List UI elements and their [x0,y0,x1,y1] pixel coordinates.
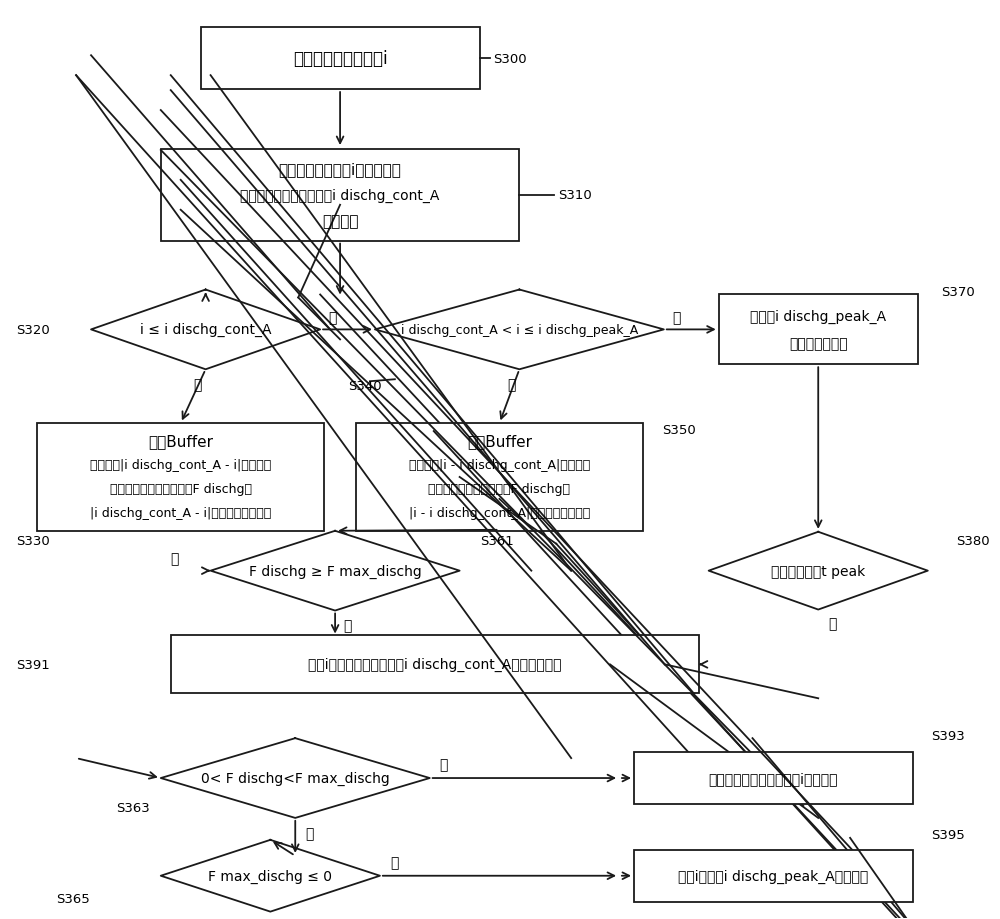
Text: 电流i被限制到小于或等于i dischg_cont_A的值进行放电: 电流i被限制到小于或等于i dischg_cont_A的值进行放电 [308,658,561,672]
Text: 是: 是 [507,378,516,391]
Text: 至少根据|i - i dischg_cont_A|的大小进: 至少根据|i - i dischg_cont_A|的大小进 [409,459,590,472]
Text: 否: 否 [328,312,337,325]
Text: 进行比较: 进行比较 [322,214,358,229]
Text: S300: S300 [493,52,527,65]
Polygon shape [375,290,664,369]
Text: 是: 是 [828,617,837,630]
Bar [356,424,643,531]
Bar [161,150,519,242]
Text: 计时是否大于t peak: 计时是否大于t peak [771,564,865,578]
Text: S361: S361 [481,535,514,548]
Bar [201,28,480,90]
Text: 0< F dischg<F max_dischg: 0< F dischg<F max_dischg [201,771,390,785]
Text: F max_dischg ≤ 0: F max_dischg ≤ 0 [208,868,332,883]
Text: 电流i允许以i dischg_peak_A进行放电: 电流i允许以i dischg_peak_A进行放电 [678,868,869,883]
Text: 否: 否 [171,552,179,566]
Text: S370: S370 [941,286,975,299]
Polygon shape [709,532,928,610]
Polygon shape [91,290,320,369]
Text: i dischg_cont_A < i ≤ i dischg_peak_A: i dischg_cont_A < i ≤ i dischg_peak_A [401,323,638,336]
Text: 将实际放电电流值i与允许电池: 将实际放电电流值i与允许电池 [279,162,402,176]
Text: |i dischg_cont_A - i|越大累减速度越快: |i dischg_cont_A - i|越大累减速度越快 [90,506,271,520]
Text: S350: S350 [662,423,696,437]
Text: S363: S363 [116,801,150,814]
Text: 否: 否 [672,312,680,325]
Text: F dischg ≥ F max_dischg: F dischg ≥ F max_dischg [249,564,421,578]
Text: 至少根据|i dischg_cont_A - i|的大小进: 至少根据|i dischg_cont_A - i|的大小进 [90,459,271,472]
Text: 长时间放电的最大电流值i dischg_cont_A: 长时间放电的最大电流值i dischg_cont_A [240,188,440,203]
Bar [634,850,913,902]
Text: S330: S330 [16,535,50,548]
Bar [719,295,918,365]
Bar [171,636,699,694]
Text: S310: S310 [558,189,592,202]
Text: S393: S393 [931,729,965,742]
Text: i ≤ i dischg_cont_A: i ≤ i dischg_cont_A [140,323,271,337]
Text: 维持先前电池放电电流值i进行放电: 维持先前电池放电电流值i进行放电 [709,771,838,785]
Text: |i - i dischg_cont_A|越大累加速度越快: |i - i dischg_cont_A|越大累加速度越快 [409,506,590,520]
Text: 累加计算电池放电能力值F dischg，: 累加计算电池放电能力值F dischg， [428,482,570,496]
Text: 监测实际放电电流值i: 监测实际放电电流值i [293,51,387,68]
Polygon shape [211,531,460,611]
Text: S391: S391 [16,658,50,671]
Text: S340: S340 [348,380,382,392]
Text: 累减计算电池放电能力值F dischg，: 累减计算电池放电能力值F dischg， [110,482,252,496]
Text: 是: 是 [194,378,202,391]
Text: S365: S365 [56,892,90,905]
Polygon shape [161,738,430,818]
Text: 是: 是 [343,618,351,633]
Bar [634,753,913,804]
Text: 是: 是 [440,757,448,771]
Text: 是: 是 [390,855,398,868]
Text: S395: S395 [931,828,965,842]
Text: 放电Buffer: 放电Buffer [467,434,532,449]
Text: S380: S380 [956,535,989,548]
Text: S320: S320 [16,323,50,336]
Text: 进行放电并计时: 进行放电并计时 [789,337,848,351]
Text: 放电Buffer: 放电Buffer [148,434,213,449]
Text: 以电流i dischg_peak_A: 以电流i dischg_peak_A [750,309,886,323]
Text: 否: 否 [305,826,314,840]
Polygon shape [161,840,380,912]
Bar [37,424,324,531]
